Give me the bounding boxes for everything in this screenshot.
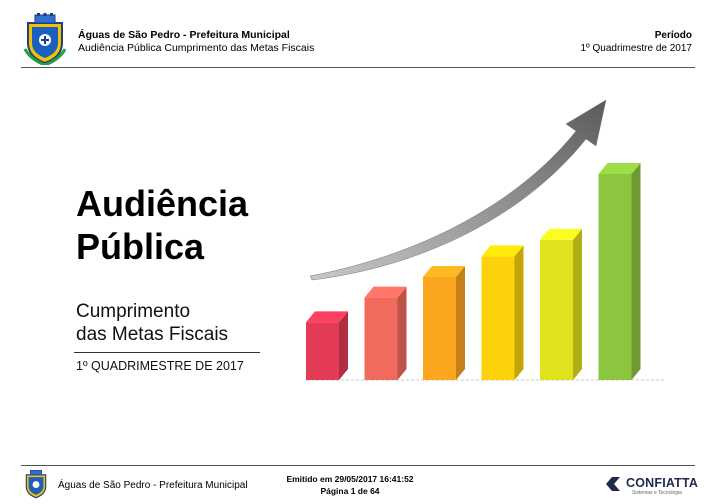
cover-subtitle-line1: Cumprimento — [76, 301, 191, 322]
bar-3-top — [423, 266, 465, 277]
bar-1-side — [339, 311, 348, 380]
bar-6-top — [598, 163, 641, 174]
page-header: Águas de São Pedro - Prefeitura Municipa… — [0, 0, 716, 68]
header-org-block: Águas de São Pedro - Prefeitura Municipa… — [78, 29, 314, 55]
cover-title-line2: Pública — [76, 226, 205, 267]
cover-title-line1: Audiência — [76, 183, 249, 224]
header-org-name: Águas de São Pedro - Prefeitura Municipa… — [78, 29, 290, 41]
bars-group — [306, 163, 641, 380]
cover-period: 1º QUADRIMESTRE DE 2017 — [76, 359, 244, 373]
footer-coat-of-arms-icon — [25, 470, 47, 499]
bar-5-front — [540, 239, 573, 380]
footer-page-number: Página 1 de 64 — [320, 486, 380, 496]
bar-3-front — [423, 277, 456, 380]
cover-subtitle-divider — [74, 352, 260, 353]
header-divider — [21, 67, 695, 68]
header-period-block: Período 1º Quadrimestre de 2017 — [581, 29, 693, 55]
cover-subtitle-line2: das Metas Fiscais — [76, 324, 229, 345]
brand-tagline: Sistemas e Tecnologia — [632, 490, 682, 496]
bar-4-side — [514, 245, 524, 380]
bar-2-front — [364, 297, 398, 380]
bar-6-side — [631, 163, 641, 380]
footer-org-name: Águas de São Pedro - Prefeitura Municipa… — [58, 480, 248, 491]
bar-5-top — [540, 228, 582, 240]
cover-title: Audiência Pública — [76, 182, 248, 268]
bar-2-side — [397, 286, 407, 380]
cover-subtitle: Cumprimento das Metas Fiscais — [76, 300, 228, 346]
confiatta-mark-icon — [606, 477, 620, 491]
confiatta-logo: CONFIATTA Sistemas e Tecnologia — [604, 474, 698, 498]
header-period-value: 1º Quadrimestre de 2017 — [580, 43, 693, 54]
bar-4-top — [481, 245, 524, 257]
bar-6-front — [598, 174, 632, 380]
footer-divider — [21, 465, 695, 466]
footer-emitted: Emitido em 29/05/2017 16:41:52 — [286, 474, 414, 484]
bar-3-side — [456, 266, 465, 380]
header-period-label: Período — [654, 30, 692, 41]
bar-2-top — [364, 286, 407, 298]
bar-5-side — [573, 228, 582, 380]
bar-1-top — [306, 311, 348, 323]
header-report-title: Audiência Pública Cumprimento das Metas … — [78, 42, 315, 54]
growth-bars-illustration — [306, 99, 666, 381]
bar-4-front — [481, 256, 515, 380]
brand-name: CONFIATTA — [626, 476, 699, 490]
bar-1-front — [306, 322, 339, 380]
coat-of-arms-icon — [24, 13, 66, 65]
footer-emission-info: Emitido em 29/05/2017 16:41:52 Página 1 … — [280, 473, 420, 497]
growth-arrow-icon — [309, 99, 607, 281]
